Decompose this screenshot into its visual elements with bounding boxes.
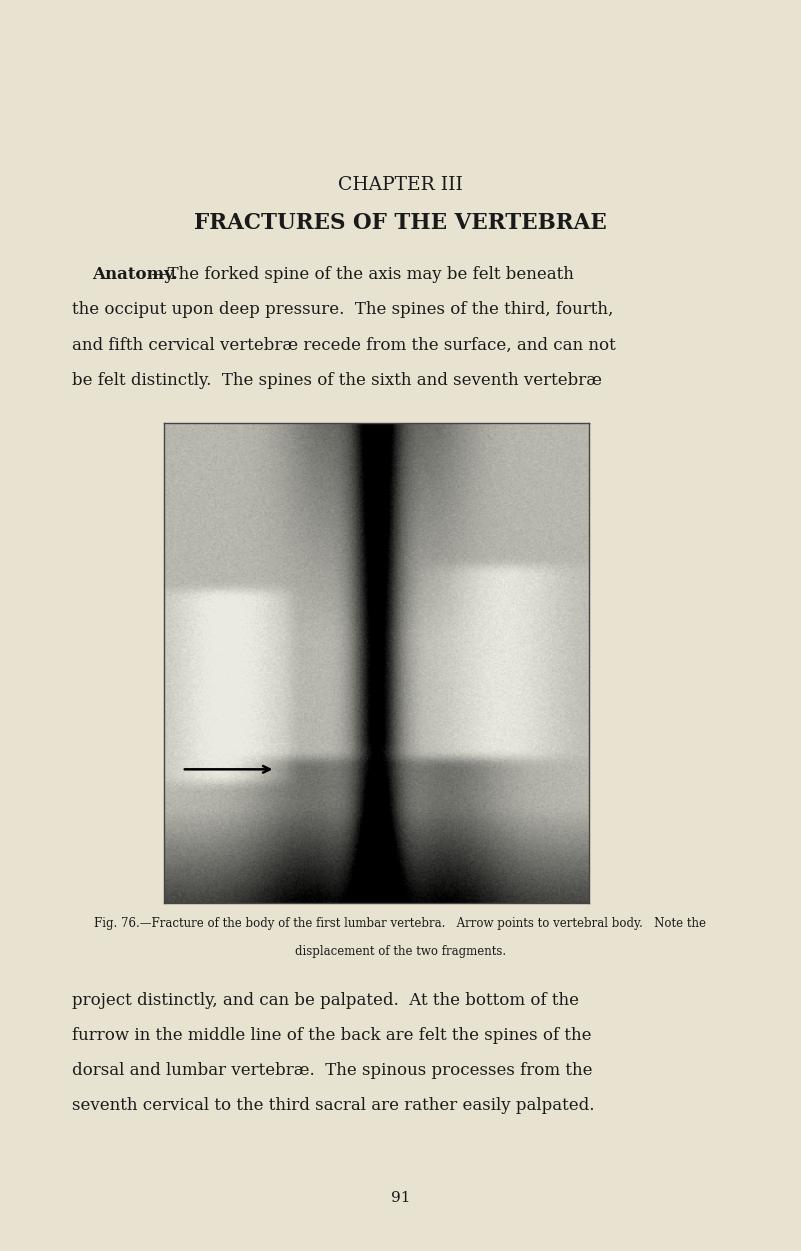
Text: furrow in the middle line of the back are felt the spines of the: furrow in the middle line of the back ar… <box>72 1027 592 1045</box>
Text: —The forked spine of the axis may be felt beneath: —The forked spine of the axis may be fel… <box>151 266 574 284</box>
Text: CHAPTER III: CHAPTER III <box>338 176 463 194</box>
Text: seventh cervical to the third sacral are rather easily palpated.: seventh cervical to the third sacral are… <box>72 1097 594 1115</box>
Text: displacement of the two fragments.: displacement of the two fragments. <box>295 945 506 957</box>
Text: project distinctly, and can be palpated.  At the bottom of the: project distinctly, and can be palpated.… <box>72 992 579 1010</box>
Text: 91: 91 <box>391 1191 410 1205</box>
Text: the occiput upon deep pressure.  The spines of the third, fourth,: the occiput upon deep pressure. The spin… <box>72 301 614 319</box>
Text: and fifth cervical vertebræ recede from the surface, and can not: and fifth cervical vertebræ recede from … <box>72 337 616 354</box>
Text: be felt distinctly.  The spines of the sixth and seventh vertebræ: be felt distinctly. The spines of the si… <box>72 372 602 389</box>
Text: dorsal and lumbar vertebræ.  The spinous processes from the: dorsal and lumbar vertebræ. The spinous … <box>72 1062 593 1080</box>
Text: Anatomy.: Anatomy. <box>92 266 178 284</box>
Text: Fig. 76.—Fracture of the body of the first lumbar vertebra.   Arrow points to ve: Fig. 76.—Fracture of the body of the fir… <box>95 917 706 929</box>
Text: FRACTURES OF THE VERTEBRAE: FRACTURES OF THE VERTEBRAE <box>194 211 607 234</box>
